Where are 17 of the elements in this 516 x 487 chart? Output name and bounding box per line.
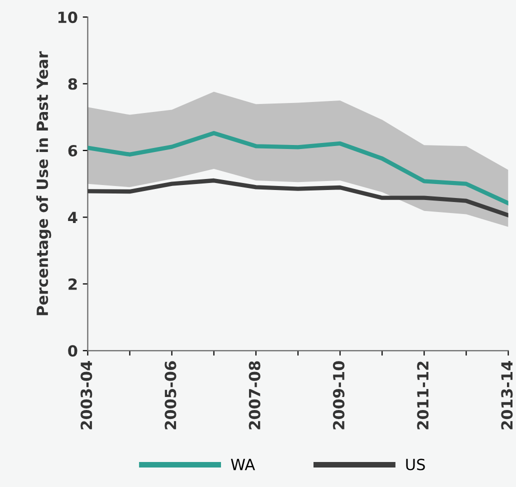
y-tick-label: 2 [68,278,77,290]
x-tick-label: 2003-04 [80,361,92,430]
legend-label: WA [230,458,256,470]
y-tick-label: 8 [68,78,78,90]
legend-label: US [406,458,425,470]
x-tick-label: 2007-08 [248,361,260,430]
line-series [88,131,508,206]
x-tick-label: 2009-10 [332,361,344,430]
y-tick-label: 4 [68,212,78,224]
x-tick-label: 2013-14 [501,361,513,430]
x-tick-label: 2005-06 [164,361,176,430]
y-tick-label: 6 [68,144,78,157]
y-tick-label: 0 [68,345,78,357]
x-tick-label: 2011-12 [417,362,429,430]
y-tick-label: 10 [58,12,78,24]
line-series [88,178,508,218]
y-axis-title: Percentage of Use in Past Year [36,51,52,316]
